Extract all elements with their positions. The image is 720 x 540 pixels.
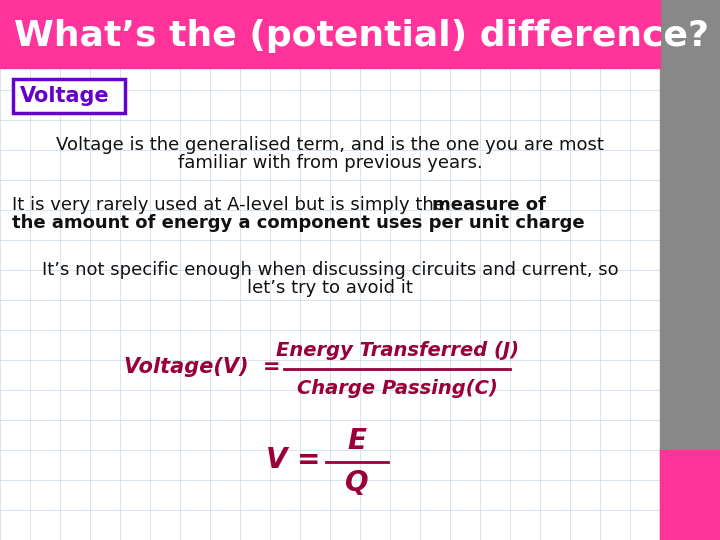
Text: Q: Q [345, 469, 369, 497]
Bar [660, 0, 720, 540]
Text: let’s try to avoid it: let’s try to avoid it [247, 279, 413, 297]
Text: V =: V = [266, 446, 320, 474]
Text: the amount of energy a component uses per unit charge: the amount of energy a component uses pe… [12, 214, 585, 232]
Text: Energy Transferred (J): Energy Transferred (J) [276, 341, 518, 360]
Text: What’s the (potential) difference?: What’s the (potential) difference? [14, 19, 709, 53]
Text: E: E [348, 427, 366, 455]
Bar [660, 450, 720, 540]
Text: Voltage(V)  =: Voltage(V) = [124, 357, 280, 377]
Text: Charge Passing(C): Charge Passing(C) [297, 379, 498, 397]
Text: It’s not specific enough when discussing circuits and current, so: It’s not specific enough when discussing… [42, 261, 618, 279]
FancyBboxPatch shape [13, 79, 125, 113]
Text: familiar with from previous years.: familiar with from previous years. [178, 154, 482, 172]
Text: It is very rarely used at A-level but is simply the: It is very rarely used at A-level but is… [12, 196, 451, 214]
Text: Voltage: Voltage [20, 86, 109, 106]
Text: Voltage is the generalised term, and is the one you are most: Voltage is the generalised term, and is … [56, 136, 604, 154]
Text: measure of: measure of [432, 196, 546, 214]
Bar [0, 0, 660, 68]
